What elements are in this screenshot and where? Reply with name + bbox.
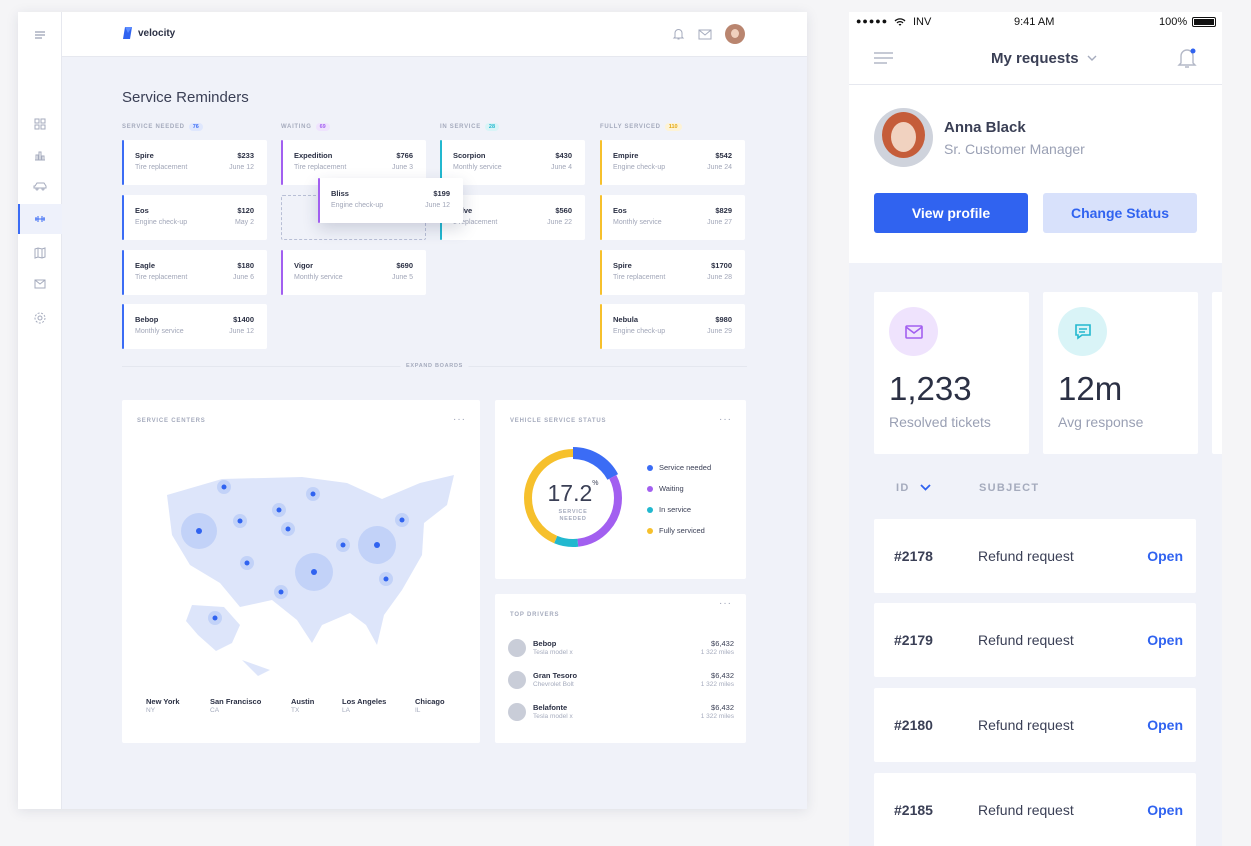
city-los-angeles[interactable]: Los Angeles LA [342, 697, 387, 714]
table-row[interactable]: #2178 Refund request Open [874, 519, 1196, 593]
panel-title: VEHICLE SERVICE STATUS [510, 418, 607, 424]
change-status-button[interactable]: Change Status [1043, 193, 1197, 233]
logo-text: velocity [138, 28, 176, 39]
page-title: Service Reminders [122, 89, 249, 106]
envelope-icon[interactable] [698, 28, 713, 40]
vehicle-status-panel: VEHICLE SERVICE STATUS ··· 17.2% SERVICE… [495, 400, 746, 579]
service-card[interactable]: Expedition $766 Tire replacement June 3 [281, 140, 426, 185]
mail-icon[interactable] [33, 277, 47, 291]
dragged-card[interactable]: Bliss $199 Engine check-up June 12 [318, 178, 463, 223]
city-new-york[interactable]: New York NY [146, 697, 180, 714]
header-title[interactable]: My requests [991, 50, 1079, 67]
donut-caption: SERVICE NEEDED [558, 509, 588, 522]
city-austin[interactable]: Austin TX [291, 697, 315, 714]
column-header-fully-serviced: FULLY SERVICED 110 [600, 123, 682, 131]
stat-card-resolved: 1,233 Resolved tickets [874, 292, 1029, 454]
legend-fully-serviced: Fully serviced [647, 526, 705, 535]
chevron-down-icon[interactable] [919, 484, 931, 492]
driver-row[interactable]: Gran Tesoro Chevrolet Bolt $6,432 1 322 mil… [508, 668, 734, 694]
gear-icon[interactable] [33, 311, 47, 325]
avatar[interactable] [874, 108, 933, 167]
more-icon[interactable]: ··· [453, 414, 466, 425]
battery-icon [1192, 17, 1216, 27]
status-donut [522, 447, 624, 549]
view-profile-button[interactable]: View profile [874, 193, 1028, 233]
driver-row[interactable]: Bebop Tesla model x $6,432 1 322 miles [508, 636, 734, 662]
donut-segment-in-service [524, 449, 622, 547]
profile-name: Anna Black [944, 119, 1026, 136]
top-drivers-panel: TOP DRIVERS ··· Bebop Tesla model x $6,432… [495, 594, 746, 743]
battery-percent: 100% [1159, 16, 1188, 28]
car-avatar [508, 639, 526, 657]
panel-title: TOP DRIVERS [510, 612, 560, 618]
service-card[interactable]: Vigor $690 Monthly service June 5 [281, 250, 426, 295]
menu-icon[interactable] [33, 28, 47, 42]
stat-card-response: 12m Avg response [1043, 292, 1198, 454]
wifi-icon [894, 18, 906, 26]
table-row[interactable]: #2179 Refund request Open [874, 603, 1196, 677]
avatar[interactable] [725, 24, 745, 44]
service-card[interactable]: Bebop $1400 Monthly service June 12 [122, 304, 267, 349]
city-chicago[interactable]: Chicago IL [415, 697, 445, 714]
service-card[interactable]: Spire $233 Tire replacement June 12 [122, 140, 267, 185]
subject-header[interactable]: SUBJECT [979, 482, 1040, 494]
logo-icon [123, 27, 132, 39]
clock: 9:41 AM [1014, 16, 1055, 28]
car-icon[interactable] [33, 179, 47, 193]
more-icon[interactable]: ··· [719, 414, 732, 425]
city-san-francisco[interactable]: San Francisco CA [210, 697, 262, 714]
car-avatar [508, 671, 526, 689]
us-map [167, 475, 454, 676]
driver-row[interactable]: Belafonte Tesla model x $6,432 1 322 miles [508, 700, 734, 726]
desktop-dashboard: velocity Service Reminders SERVICE NEEDE… [18, 12, 807, 809]
table-row[interactable]: #2185 Refund request Open [874, 773, 1196, 846]
dashboard-icon[interactable] [33, 117, 47, 131]
service-card[interactable]: Scorpion $430 Monthly service June 4 [440, 140, 585, 185]
chat-icon [1058, 307, 1107, 356]
legend-service-needed: Service needed [647, 463, 711, 472]
expand-boards[interactable]: EXPAND BOARDS [122, 363, 747, 369]
top-bar: velocity [62, 12, 807, 57]
service-card[interactable]: Eos $829 Monthly service June 27 [600, 195, 745, 240]
donut-value: 17.2% [547, 480, 599, 506]
profile-role: Sr. Customer Manager [944, 141, 1085, 157]
id-sort-header[interactable]: ID [896, 482, 931, 494]
donut-segment-fully-serviced [524, 449, 622, 547]
service-card[interactable]: Eagle $180 Tire replacement June 6 [122, 250, 267, 295]
map-icon[interactable] [33, 246, 47, 260]
chevron-down-icon[interactable] [1086, 54, 1098, 62]
donut-segment-waiting [524, 449, 622, 547]
carrier: INV [913, 16, 932, 28]
mobile-app: ●●●●● INV 9:41 AM 100% My requests Anna … [849, 12, 1222, 846]
stats-icon[interactable] [33, 148, 47, 162]
hamburger-icon[interactable] [874, 51, 893, 65]
column-header-service-needed: SERVICE NEEDED 76 [122, 123, 203, 131]
service-card[interactable]: Eos $120 Engine check-up May 2 [122, 195, 267, 240]
service-centers-panel: SERVICE CENTERS ··· New York NY San Franc… [122, 400, 480, 743]
status-bar: ●●●●● INV 9:41 AM 100% [849, 12, 1222, 34]
legend-in-service: In service [647, 505, 691, 514]
service-card[interactable]: Spire $1700 Tire replacement June 28 [600, 250, 745, 295]
sidebar [18, 12, 62, 809]
bell-icon[interactable] [1176, 46, 1198, 70]
profile-section: Anna Black Sr. Customer Manager [849, 85, 1222, 263]
mobile-header: My requests [849, 34, 1222, 85]
table-row[interactable]: #2180 Refund request Open [874, 688, 1196, 762]
column-header-waiting: WAITING 69 [281, 123, 330, 131]
service-card[interactable]: Empire $542 Engine check-up June 24 [600, 140, 745, 185]
more-icon[interactable]: ··· [719, 598, 732, 609]
mail-icon [889, 307, 938, 356]
column-header-in-service: IN SERVICE 28 [440, 123, 500, 131]
legend-waiting: Waiting [647, 484, 684, 493]
service-card[interactable]: Nebula $980 Engine check-up June 29 [600, 304, 745, 349]
bell-icon[interactable] [672, 27, 685, 41]
panel-title: SERVICE CENTERS [137, 418, 206, 424]
wrench-icon[interactable] [33, 212, 47, 226]
stat-card-partial [1212, 292, 1222, 454]
signal-icon: ●●●●● [856, 16, 889, 26]
car-avatar [508, 703, 526, 721]
